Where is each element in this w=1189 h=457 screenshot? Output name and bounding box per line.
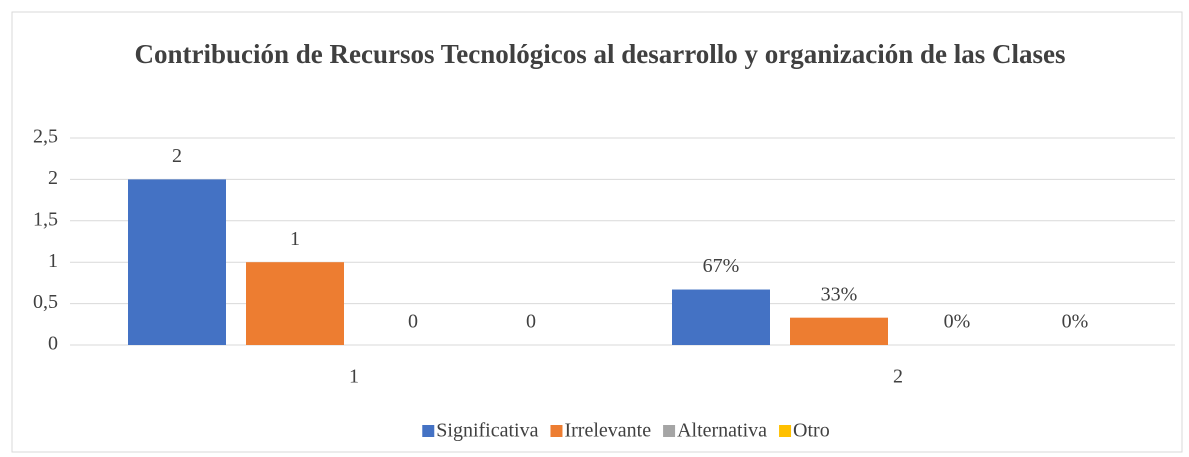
legend-swatch: [779, 425, 792, 437]
legend-swatch: [422, 425, 435, 437]
legend-swatch: [550, 425, 563, 437]
y-tick-label: 1,5: [33, 208, 58, 230]
value-label: 33%: [821, 283, 858, 305]
value-label: 1: [290, 228, 300, 250]
legend-label: Otro: [793, 420, 830, 442]
y-tick-label: 2,5: [33, 126, 58, 148]
bar: [672, 289, 770, 345]
value-label: 0%: [1062, 311, 1089, 333]
x-tick-label: 1: [349, 366, 359, 388]
bar: [790, 317, 888, 345]
chart-title: Contribución de Recursos Tecnológicos al…: [134, 39, 1066, 69]
legend-swatch: [663, 425, 676, 437]
value-label: 2: [172, 145, 182, 167]
x-tick-label: 2: [893, 366, 903, 388]
y-tick-label: 0: [48, 333, 58, 355]
value-label: 0%: [944, 311, 971, 333]
chart-border: [11, 11, 1183, 453]
value-label: 67%: [703, 255, 740, 277]
bar: [128, 179, 226, 345]
y-tick-label: 0,5: [33, 291, 58, 313]
y-tick-label: 2: [48, 167, 58, 189]
bar: [246, 262, 344, 345]
legend-label: Alternativa: [677, 420, 767, 442]
legend-label: Significativa: [436, 420, 538, 442]
y-tick-label: 1: [48, 250, 58, 272]
value-label: 0: [526, 311, 536, 333]
value-label: 0: [408, 311, 418, 333]
legend-label: Irrelevante: [564, 420, 651, 442]
